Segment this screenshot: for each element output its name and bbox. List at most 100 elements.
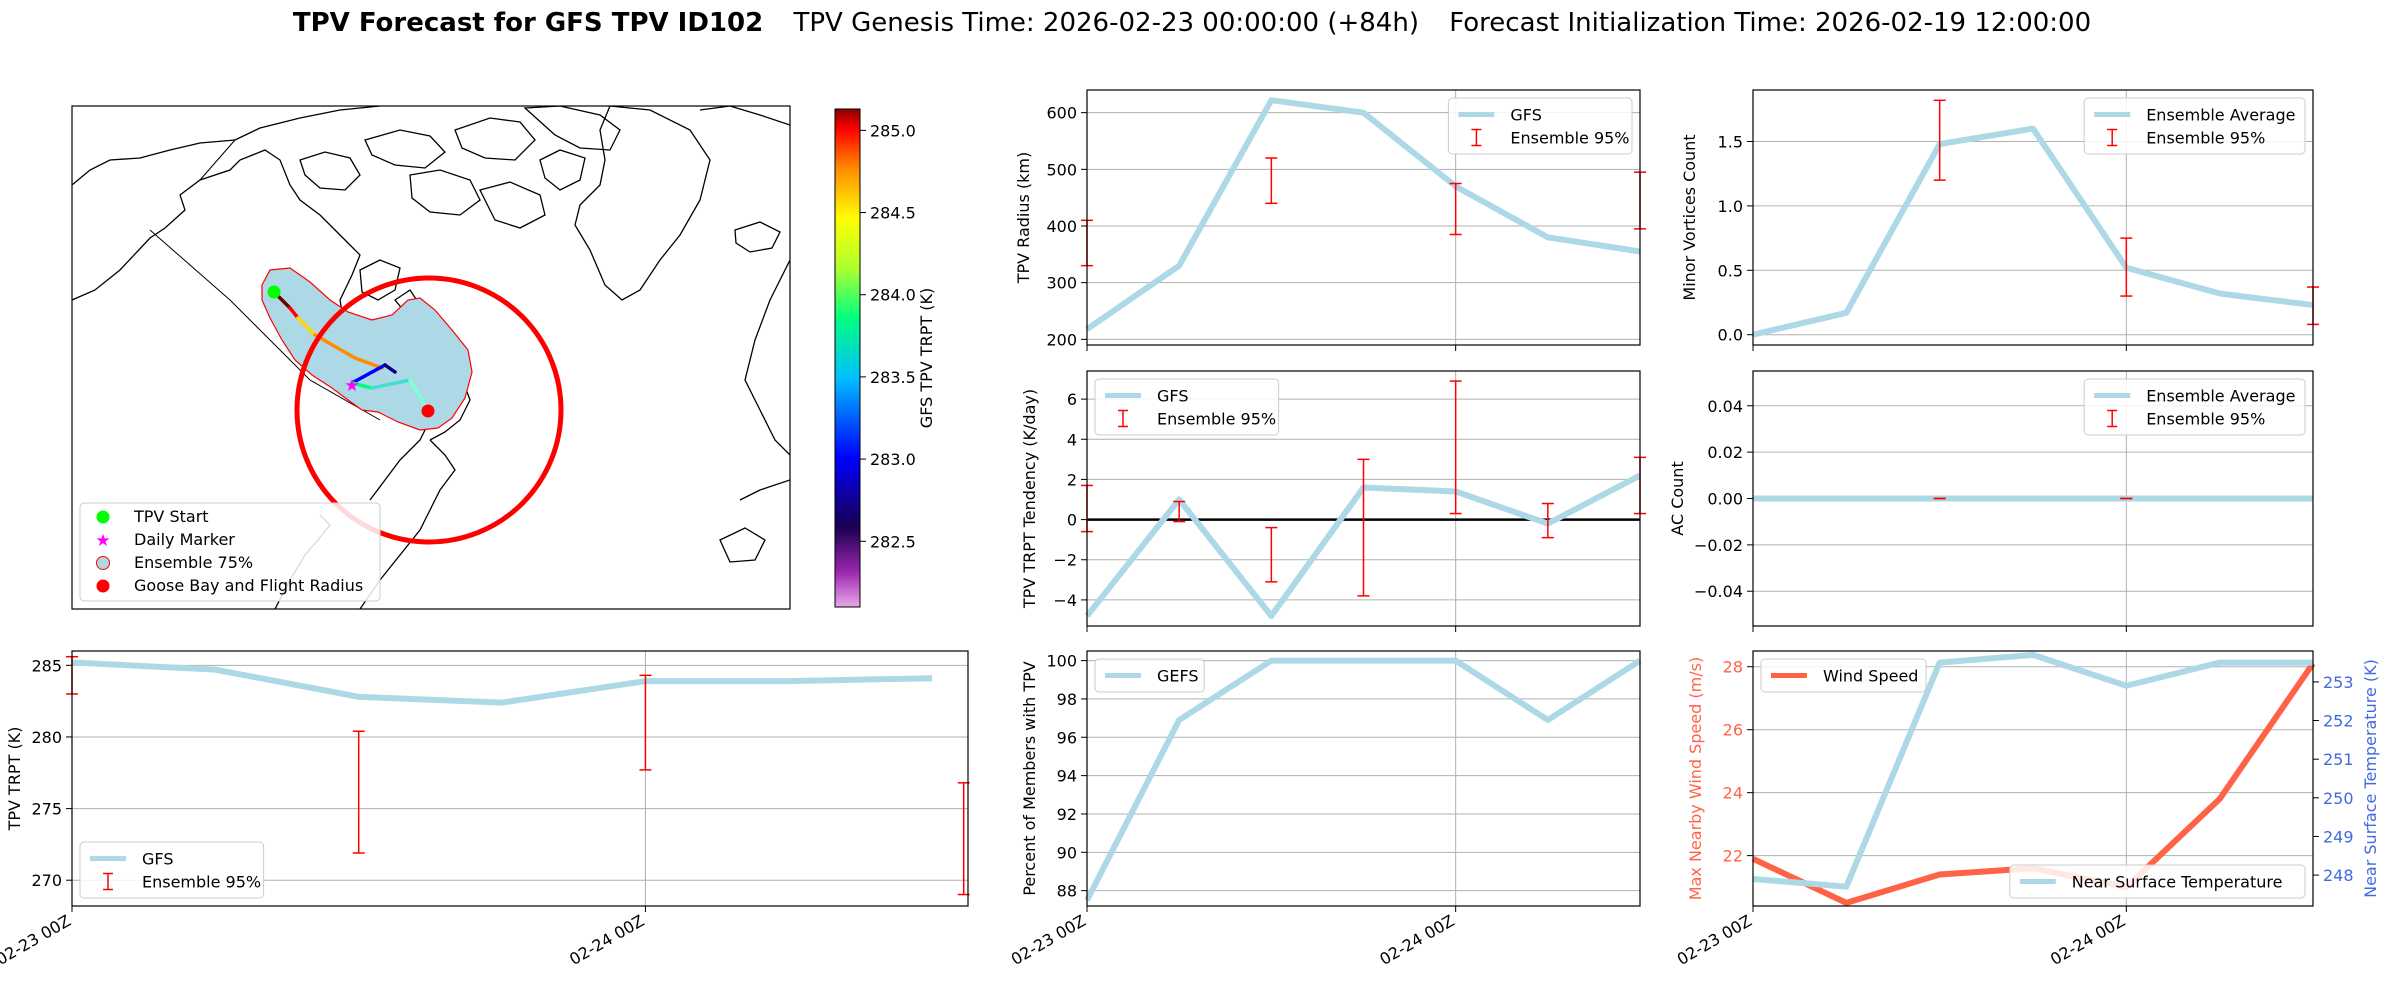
track-segment [353, 356, 384, 370]
y2-tick-label: 253 [2323, 673, 2354, 692]
series-line [1752, 651, 2313, 890]
track-segment [313, 333, 357, 360]
plot-frame [1086, 89, 1641, 346]
track-segment [296, 316, 317, 337]
goose-bay-flight-radius [294, 275, 564, 545]
legend-label: GFS [1510, 106, 1541, 125]
colorbar-tick-label: 283.0 [870, 450, 916, 469]
legend-box [2009, 864, 2306, 899]
map-legend-box [79, 502, 381, 602]
y-tick-label: 96 [1057, 728, 1077, 747]
series-line [1085, 97, 1641, 332]
y-tick-label: −0.04 [1694, 582, 1743, 601]
legend-ensemble-label: Ensemble 75% [134, 553, 253, 572]
track-segment [288, 306, 300, 320]
y-tick-label: 92 [1057, 805, 1077, 824]
y-tick-label: 0.5 [1718, 261, 1743, 280]
x-tick-label: 02-24 00Z [1376, 911, 1457, 969]
track-segment [350, 363, 387, 385]
track-segment [370, 378, 412, 390]
legend-label: Near Surface Temperature [2072, 873, 2283, 892]
legend-label: Ensemble 95% [1510, 129, 1629, 148]
y-axis-label: Max Nearby Wind Speed (m/s) [1686, 657, 1705, 900]
y-tick-label: 88 [1057, 882, 1077, 901]
colorbar: 285.0 284.5 284.0 283.5 283.0 282.5 GFS TPV T… [834, 108, 936, 608]
legend-label: Ensemble 95% [2146, 410, 2265, 429]
track-segment [383, 363, 397, 374]
y-tick-label: 6 [1067, 390, 1077, 409]
legend-label: Ensemble 95% [142, 873, 261, 892]
y-tick-label: 0.0 [1718, 326, 1743, 345]
y2-tick-label: 252 [2323, 712, 2354, 731]
plot-frame [71, 650, 969, 907]
plot-frame [1752, 370, 2314, 627]
y2-tick-label: 250 [2323, 789, 2354, 808]
figure-title: TPV Forecast for GFS TPV ID102 TPV Genes… [293, 8, 2091, 38]
title-init: Forecast Initialization Time: 2026-02-19… [1449, 8, 2091, 38]
wind-temp-chart: 22 24 26 28 02-23 00Z 02-24 00Z Max Nearby Win… [1674, 650, 2380, 969]
y-tick-label: 98 [1057, 690, 1077, 709]
colorbar-tick-label: 285.0 [870, 121, 916, 140]
legend-label: GEFS [1157, 667, 1199, 686]
legend-label: Ensemble Average [2146, 106, 2295, 125]
plot-area [1087, 651, 1640, 906]
series-line [71, 659, 933, 706]
y-tick-label: 600 [1046, 104, 1077, 123]
legend-box [1094, 658, 1205, 693]
y-tick-label: 1.0 [1718, 197, 1743, 216]
y-tick-label: −0.02 [1694, 536, 1743, 555]
tpv-start-marker [267, 285, 281, 299]
y2-axis-label: Near Surface Temperature (K) [2361, 659, 2380, 898]
radius-chart: 200 300 400 500 600 TPV Radius (km) GFS Ensembl… [1014, 89, 1646, 351]
y-tick-label: 4 [1067, 430, 1077, 449]
track-segment [408, 378, 430, 412]
y-tick-label: 0.02 [1707, 443, 1743, 462]
plot-frame [1752, 650, 2314, 907]
legend-start-label: TPV Start [133, 507, 209, 526]
y-tick-label: 2 [1067, 470, 1077, 489]
x-tick-label: 02-24 00Z [566, 911, 647, 969]
y-tick-label: 26 [1723, 721, 1743, 740]
y-tick-label: 94 [1057, 767, 1077, 786]
tpv-track [272, 290, 430, 412]
y-axis-label: TPV TRPT (K) [5, 727, 24, 832]
plot-area [1753, 651, 2313, 906]
y-tick-label: 275 [31, 800, 62, 819]
legend-ensemble-icon [96, 556, 110, 570]
title-genesis: TPV Genesis Time: 2026-02-23 00:00:00 (+… [792, 8, 1419, 38]
y-tick-label: 1.5 [1718, 133, 1743, 152]
colorbar-label: GFS TPV TRPT (K) [917, 288, 936, 428]
y-tick-label: 300 [1046, 274, 1077, 293]
daily-marker: ★ [344, 376, 359, 396]
plot-frame [1752, 89, 2314, 346]
y-tick-label: 0.00 [1707, 490, 1743, 509]
legend-daily-icon: ★ [95, 531, 110, 551]
colorbar-tick-label: 284.5 [870, 204, 916, 223]
colorbar-tick-label: 283.5 [870, 368, 916, 387]
y-tick-label: 400 [1046, 217, 1077, 236]
y-tick-label: −4 [1053, 591, 1077, 610]
y2-tick-label: 248 [2323, 866, 2354, 885]
colorbar-gradient [834, 108, 861, 608]
legend-label: Ensemble 95% [1157, 410, 1276, 429]
legend-goose-icon [96, 579, 110, 593]
series-line [1752, 125, 2314, 338]
y-tick-label: 200 [1046, 330, 1077, 349]
x-tick-label: 02-24 00Z [2047, 911, 2128, 969]
members-chart: 88 90 92 94 96 98 100 02-23 00Z 02-24 00Z Percent… [1008, 650, 1642, 969]
legend-daily-label: Daily Marker [134, 530, 235, 549]
plot-frame [1086, 370, 1641, 627]
legend-box [2083, 378, 2306, 436]
tendency-chart: −4 −2 0 2 4 6 TPV TRPT Tendency (K/day) GFS Ense… [1020, 370, 1646, 632]
y-axis-label: Minor Vortices Count [1680, 134, 1699, 300]
track-segment [350, 381, 374, 390]
x-tick-label: 02-23 00Z [0, 911, 74, 969]
legend-box [2083, 97, 2306, 155]
legend-label: Ensemble Average [2146, 387, 2295, 406]
y-axis-label: Percent of Members with TPV [1020, 661, 1039, 895]
y-tick-label: 28 [1723, 658, 1743, 677]
goose-bay-marker [421, 404, 435, 418]
map-legend: TPV Start ★ Daily Marker Ensemble 75% Go… [79, 502, 381, 602]
colorbar-tick-label: 282.5 [870, 532, 916, 551]
